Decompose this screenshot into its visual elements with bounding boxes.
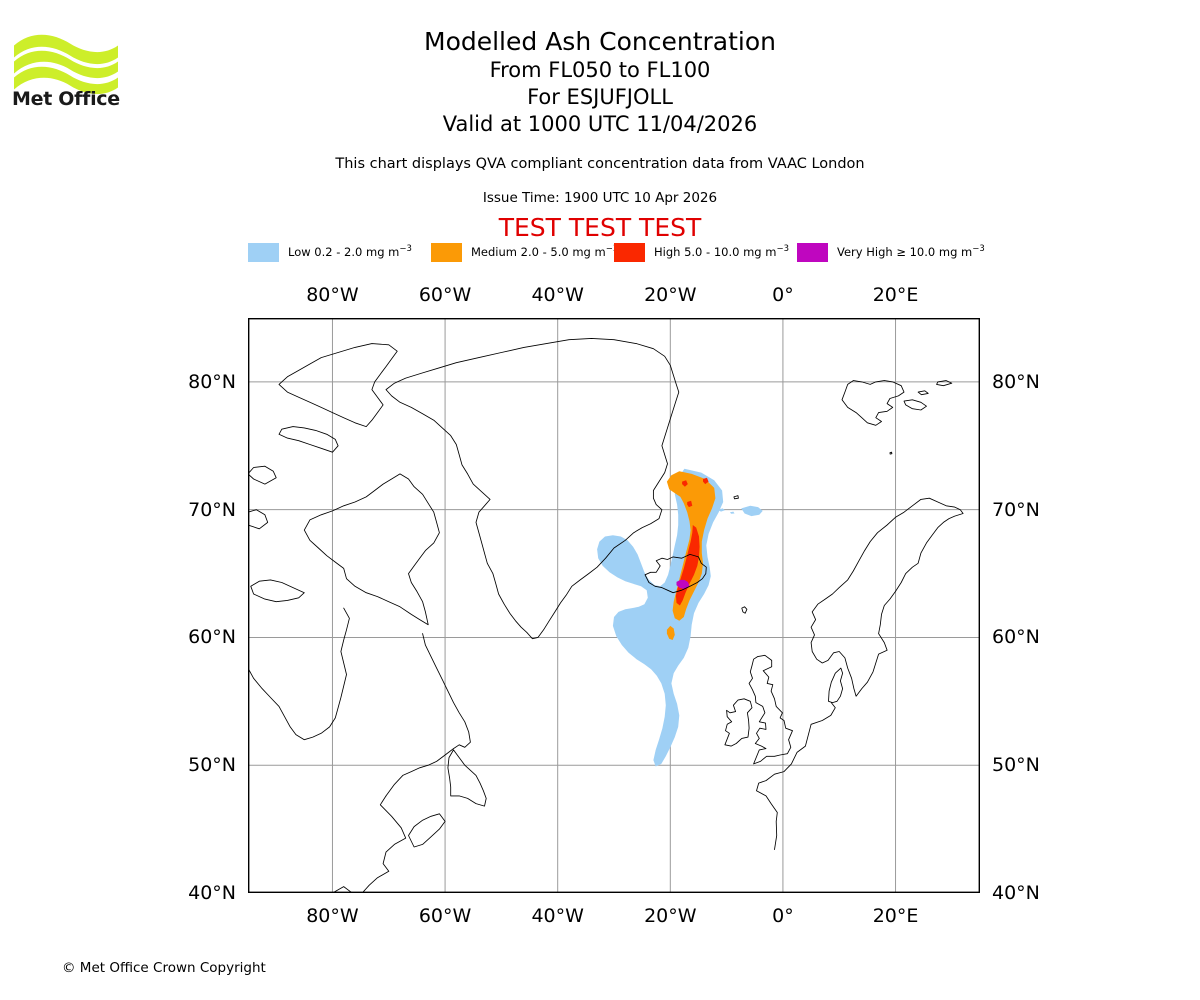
coastline: [278, 343, 398, 428]
legend-swatch-low: [248, 242, 279, 262]
ash-concentration-map[interactable]: [248, 318, 980, 893]
coastline: [447, 749, 487, 807]
title-volcano: For ESJUFJOLL: [527, 85, 673, 109]
legend-swatch-very-high: [797, 242, 828, 262]
coastline: [278, 426, 339, 453]
lon-tick-top: 20°W: [644, 284, 697, 306]
plume-very-high: [676, 579, 690, 589]
legend-label-low: Low 0.2 - 2.0 mg m−3: [288, 244, 412, 259]
lon-tick-bottom: 60°W: [418, 905, 472, 927]
map-gridlines: [248, 318, 980, 893]
lat-tick-right: 60°N: [992, 626, 1040, 649]
plume-low-speck-c: [702, 534, 707, 538]
lon-tick-bottom: 20°W: [644, 905, 697, 927]
coastline: [903, 399, 927, 411]
coastline: [756, 702, 836, 851]
coastline: [250, 579, 305, 603]
coastline: [644, 553, 707, 594]
lon-tick-top: 0°: [772, 284, 794, 306]
coastline: [724, 698, 753, 747]
legend-swatch-high: [614, 242, 645, 262]
coastlines: [248, 337, 964, 893]
map-frame: [248, 318, 980, 893]
coastline: [248, 509, 269, 530]
coastline: [841, 380, 905, 426]
coastline: [362, 795, 407, 893]
coastline: [408, 813, 446, 848]
lon-tick-top: 40°W: [531, 284, 584, 306]
plume-high-n3: [687, 500, 693, 508]
plume-low-speck-b: [730, 511, 735, 514]
coastline: [248, 465, 277, 485]
legend-item-high: High 5.0 - 10.0 mg m−3: [614, 242, 797, 262]
coastline: [248, 607, 350, 741]
lon-tick-bottom: 20°E: [872, 905, 919, 927]
plume-medium-south: [666, 625, 675, 640]
coastline: [828, 667, 844, 704]
coastline: [917, 390, 929, 396]
lat-tick-left: 60°N: [188, 626, 236, 649]
coastline: [889, 451, 893, 455]
legend-label-medium: Medium 2.0 - 5.0 mg m−3: [471, 244, 619, 259]
concentration-legend: Low 0.2 - 2.0 mg m−3 Medium 2.0 - 5.0 mg …: [248, 241, 985, 263]
legend-label-very-high: Very High ≥ 10.0 mg m−3: [837, 244, 985, 259]
lat-tick-right: 40°N: [992, 882, 1040, 904]
lon-tick-top: 20°E: [872, 284, 919, 306]
coastline: [332, 886, 353, 893]
title-main: Modelled Ash Concentration: [424, 27, 776, 56]
lat-tick-right: 50°N: [992, 754, 1040, 777]
legend-label-high: High 5.0 - 10.0 mg m−3: [654, 244, 789, 259]
coastline: [741, 606, 748, 614]
ash-plume-contours: [597, 468, 763, 767]
coastline: [303, 473, 440, 626]
copyright-notice: © Met Office Crown Copyright: [62, 960, 266, 976]
coastline: [936, 380, 953, 387]
plume-high-n1: [682, 480, 688, 487]
met-office-logo: [14, 34, 118, 95]
qva-note: This chart displays QVA compliant concen…: [335, 156, 865, 172]
lon-tick-top: 60°W: [418, 284, 472, 306]
lat-tick-right: 80°N: [992, 370, 1040, 393]
lat-tick-right: 70°N: [992, 498, 1040, 521]
lon-tick-bottom: 80°W: [306, 905, 359, 927]
coastline: [733, 495, 739, 500]
page-title: Modelled Ash Concentration From FL050 to…: [130, 26, 1070, 138]
legend-item-low: Low 0.2 - 2.0 mg m−3: [248, 242, 431, 262]
plume-low-speck-a: [717, 508, 725, 512]
legend-item-very-high: Very High ≥ 10.0 mg m−3: [797, 242, 985, 262]
coastline: [385, 633, 471, 797]
issue-time: Issue Time: 1900 UTC 10 Apr 2026: [482, 190, 718, 206]
plume-high-n2: [703, 477, 709, 485]
test-banner: TEST TEST TEST: [498, 213, 702, 242]
title-flight-levels: From FL050 to FL100: [489, 58, 711, 82]
lat-tick-left: 50°N: [188, 754, 236, 777]
lon-tick-bottom: 0°: [772, 905, 794, 927]
lat-tick-left: 70°N: [188, 498, 236, 521]
legend-item-medium: Medium 2.0 - 5.0 mg m−3: [431, 242, 618, 262]
coastline: [748, 654, 793, 765]
coastline: [385, 337, 680, 640]
lon-tick-bottom: 40°W: [531, 905, 584, 927]
lon-tick-top: 80°W: [306, 284, 359, 306]
lat-tick-left: 40°N: [188, 882, 236, 904]
lat-tick-left: 80°N: [188, 370, 236, 393]
coastline: [810, 497, 964, 697]
plume-low-detached: [741, 505, 763, 517]
title-valid-at: Valid at 1000 UTC 11/04/2026: [442, 112, 758, 136]
logo-wordmark: Met Office: [12, 88, 120, 110]
legend-swatch-medium: [431, 242, 462, 262]
